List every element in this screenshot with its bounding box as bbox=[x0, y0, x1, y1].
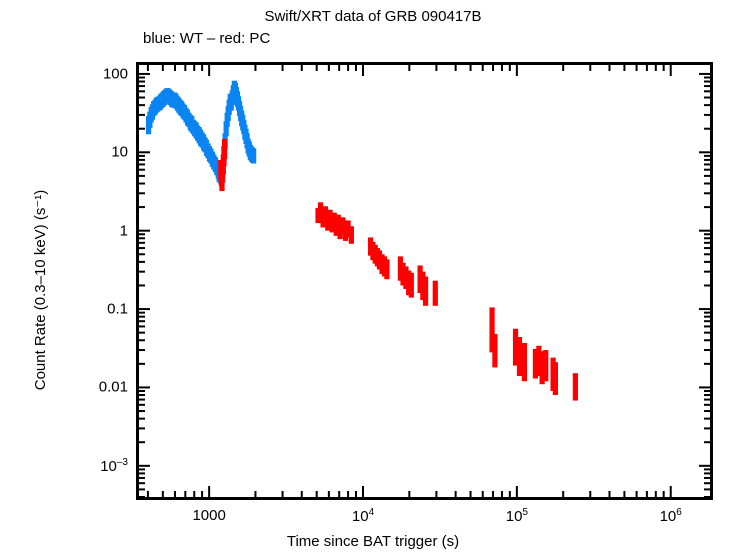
x-tick-label: 1000 bbox=[192, 507, 226, 524]
y-tick-label: 100 bbox=[102, 65, 128, 83]
chart-title: Swift/XRT data of GRB 090417B bbox=[264, 8, 482, 25]
x-tick-label: 105 bbox=[505, 507, 528, 525]
y-axis-title: Count Rate (0.3–10 keV) (s⁻¹) bbox=[32, 189, 49, 391]
y-tick-label: 1 bbox=[119, 222, 128, 240]
plot-area bbox=[136, 62, 713, 500]
x-axis-title: Time since BAT trigger (s) bbox=[286, 533, 460, 550]
axis-ticks bbox=[139, 65, 710, 497]
x-axis-tick-labels: 1000 104 105 106 bbox=[136, 507, 713, 531]
series-pc bbox=[218, 138, 578, 401]
x-tick-label: 104 bbox=[351, 507, 375, 525]
x-tick-label: 106 bbox=[659, 507, 682, 525]
plot-canvas bbox=[139, 65, 710, 497]
y-axis-tick-labels: 100 10 1 0.1 0.01 10–3 bbox=[60, 62, 128, 500]
chart-legend-subtitle: blue: WT – red: PC bbox=[143, 30, 271, 47]
y-tick-label: 10 bbox=[111, 143, 128, 161]
y-tick-label: 0.01 bbox=[98, 378, 128, 396]
y-tick-label: 10–3 bbox=[100, 456, 128, 475]
y-tick-label: 0.1 bbox=[107, 300, 128, 318]
